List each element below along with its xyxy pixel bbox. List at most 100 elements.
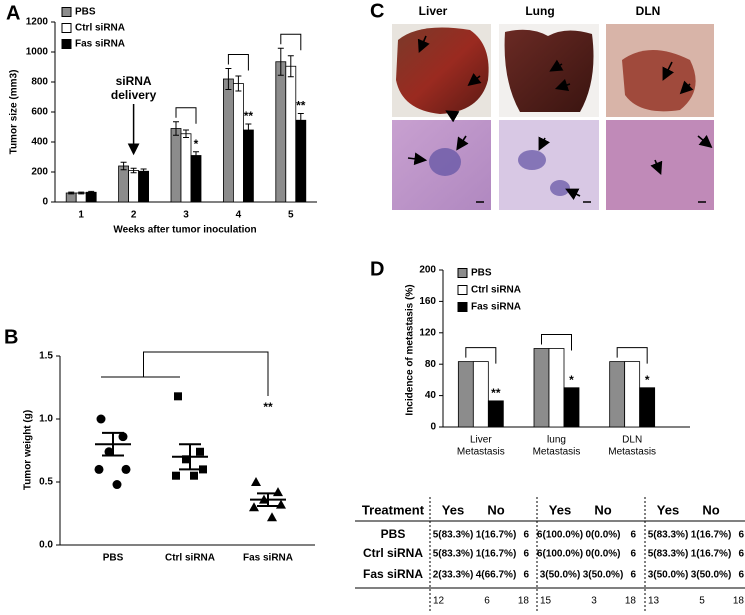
table-cell: 6 (738, 530, 744, 541)
y-tick-label: 1200 (26, 17, 49, 28)
point (199, 465, 207, 474)
x-tick-label: Metastasis (457, 447, 505, 458)
table-cell: 6 (523, 570, 529, 581)
significance-label: * (194, 137, 199, 151)
image-label: DLN (636, 4, 661, 18)
significance-bracket (101, 351, 269, 396)
significance-bracket (465, 347, 497, 364)
table-total: 5 (699, 596, 705, 607)
point (94, 464, 104, 474)
legend-label: Fas siRNA (471, 302, 521, 313)
significance-bracket (175, 107, 197, 124)
bar (138, 170, 150, 203)
table-header: No (702, 502, 719, 517)
axis (59, 356, 315, 546)
point (121, 464, 131, 474)
table-cell: 1(16.7%) (476, 549, 517, 560)
y-tick-label: 1.5 (39, 351, 53, 362)
y-axis-label: Tumor size (mm3) (9, 70, 20, 155)
significance-label: ** (491, 386, 501, 400)
legend-label: Ctrl siRNA (471, 285, 521, 296)
x-tick-label: lung (547, 435, 566, 446)
table-cell: 3(50.0%) (540, 570, 581, 581)
error-bar (88, 190, 95, 194)
histology-focus (518, 150, 546, 170)
bar (118, 165, 129, 203)
sem-bar (179, 443, 201, 471)
histology (606, 120, 714, 210)
liver-photo (396, 27, 489, 115)
image-panel: Liver Lung DLN (392, 4, 714, 210)
table-cell: 3(50.0%) (691, 570, 732, 581)
error-bar (235, 75, 242, 92)
error-bar (68, 191, 75, 195)
panel-label: C (370, 0, 384, 22)
table-lines (355, 497, 745, 612)
bar (295, 119, 307, 203)
y-tick-label: 800 (31, 77, 48, 88)
point (190, 471, 198, 480)
significance-label: * (569, 373, 574, 387)
point (276, 499, 286, 509)
table-total: 6 (484, 596, 490, 607)
table-cell: 6 (738, 570, 744, 581)
row-label: Fas siRNA (363, 567, 423, 581)
significance-bracket (227, 54, 249, 71)
significance-label: * (645, 373, 650, 387)
point (174, 392, 182, 401)
bar (242, 129, 254, 203)
significance-bracket (616, 347, 648, 364)
x-tick-label: Fas siRNA (243, 553, 293, 564)
legend-swatch (457, 285, 468, 295)
x-tick-label: Metastasis (533, 447, 581, 458)
y-axis-label: Incidence of metastasis (%) (405, 284, 416, 415)
legend-label: PBS (75, 7, 96, 18)
table-total: 18 (625, 596, 637, 607)
x-tick-label: Liver (470, 435, 492, 446)
legend-label: Ctrl siRNA (75, 23, 125, 34)
y-tick-label: 0 (42, 197, 48, 208)
error-bar (140, 168, 147, 174)
table-header: Yes (442, 502, 464, 517)
error-bar (78, 191, 85, 195)
table-cell: 0(0.0%) (585, 530, 620, 541)
table-total: 18 (518, 596, 530, 607)
y-tick-label: 400 (31, 137, 48, 148)
bar (472, 361, 489, 428)
significance-bracket (280, 33, 302, 51)
table-total: 13 (648, 596, 660, 607)
bar (128, 170, 140, 203)
row-label: Ctrl siRNA (363, 546, 423, 560)
bar (639, 387, 656, 428)
table-cell: 5(83.3%) (433, 549, 474, 560)
bar (275, 61, 287, 203)
table-cell: 5(83.3%) (648, 530, 689, 541)
image-label: Liver (419, 4, 448, 18)
annotation: delivery (111, 88, 157, 102)
table-header: Treatment (362, 502, 425, 517)
bar (457, 361, 474, 428)
point (182, 455, 190, 464)
y-tick-label: 0.0 (39, 540, 53, 551)
point (118, 432, 128, 442)
sem-bar (257, 492, 279, 507)
point (172, 471, 180, 480)
bar (624, 361, 641, 428)
significance-label: ** (244, 109, 254, 123)
row-label: PBS (381, 527, 406, 541)
point (251, 477, 261, 486)
bar (170, 128, 182, 203)
y-tick-label: 40 (425, 390, 437, 401)
image-label: Lung (525, 4, 554, 18)
table-cell: 0(0.0%) (585, 549, 620, 560)
table-total: 12 (433, 596, 445, 607)
table-cell: 6 (738, 549, 744, 560)
bar (222, 78, 234, 203)
y-tick-label: 160 (419, 296, 436, 307)
table-cell: 4(66.7%) (476, 570, 517, 581)
table-cell: 1(16.7%) (476, 530, 517, 541)
point (249, 502, 259, 512)
x-tick-label: 2 (131, 210, 137, 221)
arrows (407, 35, 713, 201)
